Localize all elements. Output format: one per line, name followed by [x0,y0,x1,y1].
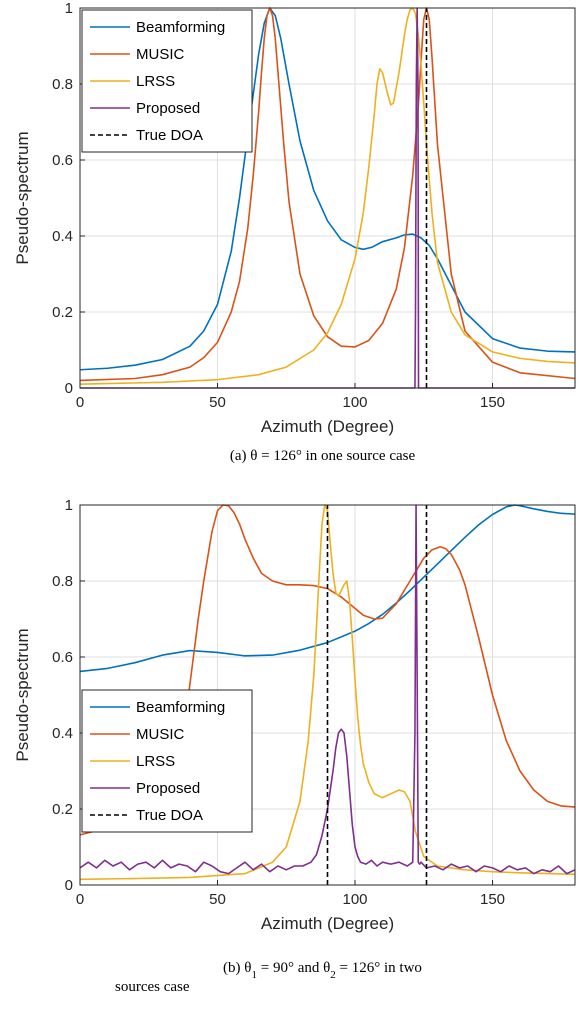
chart-b-ytick-label: 0 [65,877,73,894]
chart-one-source: 0 50 100 150 0 0.2 0.4 0.6 0.8 1 Azimuth (Degree) P… [13,0,576,464]
chart-a-legend: Beamforming MUSIC LRSS Proposed True DOA [81,9,253,153]
chart-a-ytick-label: 0.2 [52,304,73,321]
chart-b-plot-area [79,504,576,885]
chart-b-legend: Beamforming MUSIC LRSS Proposed True DOA [81,689,253,833]
chart-b-series-lrss [79,504,576,881]
chart-b-legend-label: True DOA [136,807,203,824]
chart-a-plot-area [79,7,576,389]
chart-b-xtick-label: 50 [209,891,226,908]
chart-a-xlabel: Azimuth (Degree) [261,417,394,436]
chart-a-ytick-label: 1 [65,0,73,17]
chart-b-caption-line2: sources case [115,979,190,995]
chart-b-axes-frame [79,504,576,886]
chart-a-series-beamforming [79,7,576,371]
chart-a-xtick-label: 150 [480,394,505,411]
chart-a-series-music [79,7,576,382]
chart-b-xtick-label: 100 [342,891,367,908]
chart-b-ylabel: Pseudo-spectrum [13,628,32,761]
chart-a-ylabel: Pseudo-spectrum [13,131,32,264]
chart-a-xtick-label: 0 [76,394,84,411]
chart-b-legend-label: MUSIC [136,726,185,743]
chart-b-ytick-label: 0.8 [52,573,73,590]
chart-b-xtick-label: 150 [480,891,505,908]
chart-two-sources: 0 50 100 150 0 0.2 0.4 0.6 0.8 1 Azimuth (Degree) P… [13,497,576,995]
chart-b-xlabel: Azimuth (Degree) [261,914,394,933]
chart-a-ytick-label: 0.8 [52,76,73,93]
chart-a-xtick-label: 100 [342,394,367,411]
chart-a-ytick-label: 0.6 [52,152,73,169]
chart-b-legend-label: LRSS [136,753,175,770]
chart-b-xtick-label: 0 [76,891,84,908]
chart-a-caption: (a) θ = 126° in one source case [230,448,416,464]
chart-b-ytick-label: 0.4 [52,725,73,742]
chart-a-legend-label: Proposed [136,100,200,117]
chart-a-series-proposed [80,7,575,389]
chart-b-series-proposed [79,504,576,875]
chart-a-ytick-label: 0.4 [52,228,73,245]
chart-b-legend-label: Proposed [136,780,200,797]
chart-b-legend-label: Beamforming [136,699,225,716]
chart-a-xtick-label: 50 [209,394,226,411]
chart-a-ytick-label: 0 [65,380,73,397]
chart-a-legend-label: True DOA [136,127,203,144]
chart-b-ytick-label: 1 [65,497,73,514]
chart-b-ytick-label: 0.2 [52,801,73,818]
chart-a-legend-label: Beamforming [136,19,225,36]
chart-a-series-lrss [79,7,576,385]
chart-b-caption: (b) θ1 = 90° and θ2 = 126° in two [223,960,422,981]
chart-b-ytick-label: 0.6 [52,649,73,666]
chart-a-legend-label: LRSS [136,73,175,90]
chart-a-legend-label: MUSIC [136,46,185,63]
chart-a-axes-frame [79,7,576,389]
